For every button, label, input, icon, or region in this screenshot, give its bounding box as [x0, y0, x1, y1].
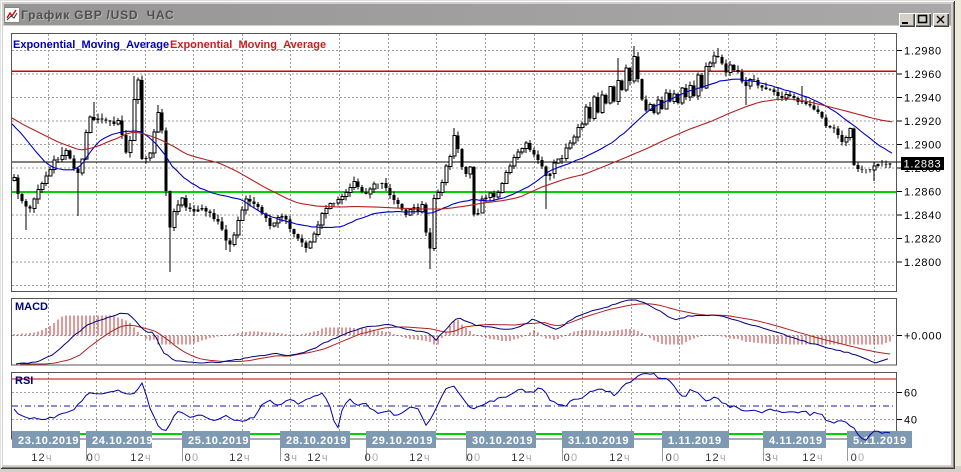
svg-text:12ч: 12ч [609, 452, 631, 464]
svg-text:00: 00 [666, 452, 681, 464]
svg-text:23.10.2019: 23.10.2019 [18, 435, 79, 447]
svg-text:RSI: RSI [15, 375, 33, 387]
svg-text:12ч: 12ч [705, 452, 727, 464]
svg-text:1.2920: 1.2920 [904, 116, 942, 128]
svg-text:40: 40 [904, 415, 918, 427]
svg-text:1.2820: 1.2820 [904, 234, 942, 246]
svg-text:24.10.2019: 24.10.2019 [92, 435, 153, 447]
svg-text:1.11.2019: 1.11.2019 [668, 435, 722, 447]
svg-text:00: 00 [87, 452, 102, 464]
svg-text:1.2883: 1.2883 [904, 159, 942, 171]
svg-text:25.10.2019: 25.10.2019 [188, 435, 249, 447]
svg-text:1.2900: 1.2900 [904, 140, 942, 152]
svg-text:00: 00 [185, 452, 200, 464]
svg-text:12ч: 12ч [130, 452, 152, 464]
svg-text:00: 00 [365, 452, 380, 464]
svg-text:MACD: MACD [15, 301, 48, 313]
svg-text:Exponential_Moving_Average: Exponential_Moving_Average [170, 39, 326, 51]
svg-text:28.10.2019: 28.10.2019 [286, 435, 347, 447]
svg-text:Exponential_Moving_Average: Exponential_Moving_Average [13, 39, 169, 51]
svg-text:12ч: 12ч [409, 452, 431, 464]
svg-text:4.11.2019: 4.11.2019 [769, 435, 823, 447]
svg-text:30.10.2019: 30.10.2019 [472, 435, 533, 447]
svg-text:12ч: 12ч [31, 452, 53, 464]
svg-text:1.2960: 1.2960 [904, 69, 942, 81]
svg-text:00: 00 [851, 452, 866, 464]
svg-text:1.2800: 1.2800 [904, 257, 942, 269]
svg-text:12ч: 12ч [229, 452, 251, 464]
svg-text:12ч: 12ч [511, 452, 533, 464]
svg-text:00: 00 [564, 452, 579, 464]
svg-text:5.11.2019: 5.11.2019 [853, 435, 907, 447]
svg-text:1.2840: 1.2840 [904, 210, 942, 222]
svg-text:00: 00 [467, 452, 482, 464]
svg-text:12ч: 12ч [802, 452, 824, 464]
svg-text:3ч: 3ч [765, 452, 779, 464]
svg-text:1.2940: 1.2940 [904, 93, 942, 105]
svg-text:+0.000: +0.000 [904, 331, 942, 343]
svg-text:1.2860: 1.2860 [904, 187, 942, 199]
svg-text:60: 60 [904, 388, 918, 400]
svg-text:1.2980: 1.2980 [904, 46, 942, 58]
svg-text:31.10.2019: 31.10.2019 [568, 435, 629, 447]
svg-text:29.10.2019: 29.10.2019 [372, 435, 433, 447]
svg-text:3ч: 3ч [284, 452, 298, 464]
svg-text:12ч: 12ч [307, 452, 329, 464]
